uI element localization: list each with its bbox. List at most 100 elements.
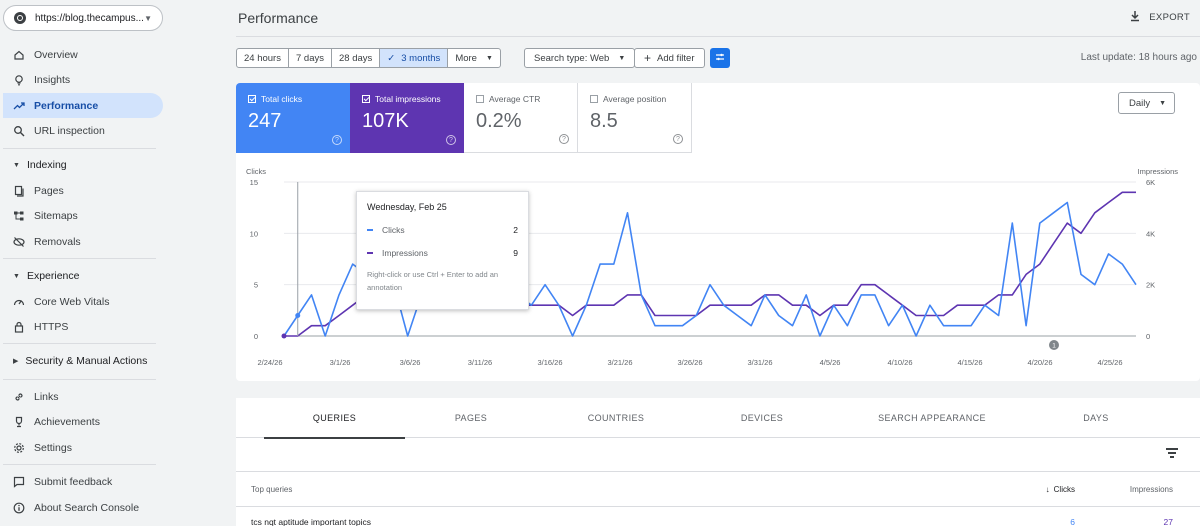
metric-value: 107K [362, 110, 409, 132]
granularity-select[interactable]: Daily ▼ [1118, 92, 1175, 114]
add-filter-button[interactable]: + Add filter [634, 48, 705, 68]
tab-search-appearance[interactable]: SEARCH APPEARANCE [878, 413, 986, 423]
col-clicks[interactable]: ↓ Clicks [1046, 485, 1075, 494]
metric-value: 247 [248, 110, 282, 132]
sidebar-item-submit-feedback[interactable]: Submit feedback [3, 469, 163, 494]
property-selector[interactable]: https://blog.thecampus... ▼ [3, 5, 163, 31]
impressions-cell: 27 [1163, 517, 1173, 526]
globe-icon [14, 12, 26, 24]
tab-pages[interactable]: PAGES [454, 413, 488, 423]
range-7-days[interactable]: 7 days [289, 49, 332, 67]
metric-average-position[interactable]: Average position 8.5 ? [578, 83, 692, 153]
metric-average-ctr[interactable]: Average CTR 0.2% ? [464, 83, 578, 153]
metric-label-row: Average CTR [476, 94, 565, 104]
tooltip-hint: Right-click or use Ctrl + Enter to add a… [367, 270, 499, 292]
header-divider [236, 36, 1200, 37]
sidebar-item-overview[interactable]: Overview [3, 42, 163, 67]
y-tick-label-left: 10 [250, 229, 258, 238]
metric-total-impressions[interactable]: Total impressions 107K ? [350, 83, 464, 153]
col-impressions[interactable]: Impressions [1129, 485, 1173, 494]
tab-queries[interactable]: QUERIES [264, 398, 405, 439]
section-security[interactable]: ▶ Security & Manual Actions [3, 350, 163, 372]
tune-icon [715, 52, 725, 65]
help-icon[interactable]: ? [332, 135, 342, 145]
sidebar-item-sitemaps[interactable]: Sitemaps [3, 203, 163, 228]
property-label: https://blog.thecampus... [35, 12, 144, 24]
range-more[interactable]: More ▼ [448, 49, 500, 67]
compare-filter-button[interactable] [710, 48, 730, 68]
search-type-button[interactable]: Search type: Web ▼ [524, 48, 636, 68]
sidebar-item-removals[interactable]: Removals [3, 229, 163, 254]
sidebar-item-settings[interactable]: Settings [3, 435, 163, 460]
chevron-down-icon: ▼ [618, 54, 626, 62]
home-icon [13, 49, 25, 61]
sidebar-item-achievements[interactable]: Achievements [3, 409, 163, 434]
x-tick-label: 4/5/26 [820, 358, 841, 367]
sidebar-item-insights[interactable]: Insights [3, 67, 163, 92]
last-update-text: Last update: 18 hours ago [1080, 52, 1197, 63]
download-icon [1129, 10, 1141, 25]
help-icon[interactable]: ? [446, 135, 456, 145]
series-swatch [367, 229, 373, 231]
sidebar-item-links[interactable]: Links [3, 384, 163, 409]
tab-countries[interactable]: COUNTRIES [587, 413, 645, 423]
x-tick-label: 3/31/26 [747, 358, 772, 367]
sidebar-item-https[interactable]: HTTPS [3, 314, 163, 339]
sidebar-item-label: Submit feedback [34, 475, 113, 488]
help-icon[interactable]: ? [673, 134, 683, 144]
hover-point-impressions [281, 333, 287, 339]
tooltip-row-impressions: Impressions 9 [367, 248, 518, 258]
chevron-down-icon: ▼ [1159, 99, 1166, 107]
table-header: Top queries ↓ Clicks Impressions [236, 471, 1200, 507]
x-tick-label: 4/25/26 [1097, 358, 1122, 367]
metric-label: Total clicks [261, 94, 303, 104]
checkbox-icon [362, 95, 370, 103]
range-3-months[interactable]: ✓ 3 months [380, 49, 449, 67]
sidebar-item-label: Settings [34, 441, 72, 454]
sidebar-item-url-inspection[interactable]: URL inspection [3, 118, 163, 143]
range-24-hours[interactable]: 24 hours [237, 49, 289, 67]
tab-devices[interactable]: DEVICES [740, 413, 784, 423]
tab-days[interactable]: DAYS [1083, 413, 1109, 423]
collapse-triangle-icon: ▼ [13, 161, 20, 169]
y-tick-label-left: 5 [254, 281, 258, 290]
section-indexing[interactable]: ▼ Indexing [3, 154, 163, 176]
sidebar-divider [3, 464, 156, 465]
lightbulb-icon [13, 74, 25, 86]
x-tick-label: 2/24/26 [257, 358, 282, 367]
x-tick-label: 3/16/26 [537, 358, 562, 367]
feedback-icon [13, 476, 25, 488]
sidebar-item-label: Insights [34, 73, 71, 86]
performance-chart-card: Total clicks 247 ? Total impressions 107… [236, 83, 1200, 381]
filter-rows-icon[interactable] [1166, 448, 1178, 458]
sidebar-item-label: About Search Console [34, 501, 140, 514]
x-tick-label: 3/26/26 [677, 358, 702, 367]
section-title: Experience [26, 270, 80, 282]
plus-icon: + [644, 51, 652, 65]
sidebar-item-performance[interactable]: Performance [3, 93, 163, 118]
range-28-days[interactable]: 28 days [332, 49, 381, 67]
chevron-down-icon: ▼ [485, 54, 493, 62]
sidebar-item-about[interactable]: About Search Console [3, 495, 163, 520]
table-row[interactable]: tcs nqt aptitude important topics 6 27 [236, 508, 1200, 526]
help-icon[interactable]: ? [559, 134, 569, 144]
metric-value: 0.2% [476, 110, 522, 132]
section-experience[interactable]: ▼ Experience [3, 265, 163, 287]
chevron-down-icon[interactable]: ▼ [144, 13, 152, 23]
sidebar-item-core-web-vitals[interactable]: Core Web Vitals [3, 289, 163, 314]
x-tick-label: 3/1/26 [330, 358, 351, 367]
range-label: More [455, 52, 477, 64]
col-top-queries: Top queries [251, 485, 293, 494]
section-title: Security & Manual Actions [25, 355, 148, 367]
metric-total-clicks[interactable]: Total clicks 247 ? [236, 83, 350, 153]
info-icon [13, 502, 25, 514]
sidebar-item-pages[interactable]: Pages [3, 178, 163, 203]
series-swatch [367, 252, 373, 254]
removals-icon [13, 236, 25, 248]
link-icon [13, 391, 25, 403]
export-button[interactable]: EXPORT [1129, 10, 1190, 25]
date-range-selector: 24 hours 7 days 28 days ✓ 3 months More … [236, 48, 501, 68]
y-tick-label-left: 15 [250, 178, 258, 187]
annotation-marker-label: 1 [1052, 343, 1056, 350]
page-title: Performance [238, 10, 319, 26]
